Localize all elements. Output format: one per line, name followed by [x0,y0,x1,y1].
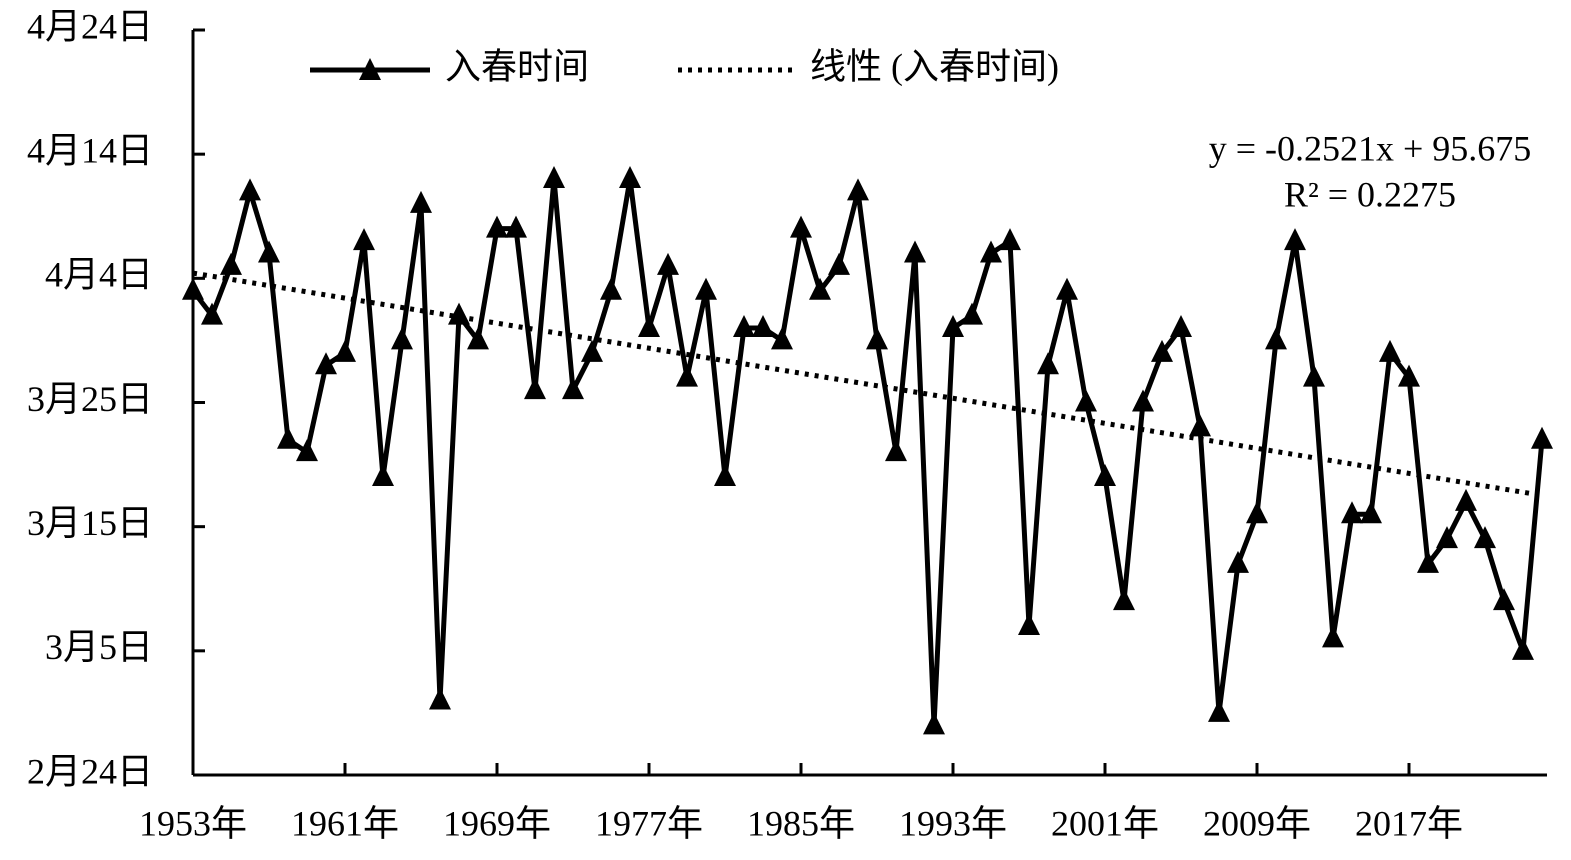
marker [1018,613,1040,635]
marker [182,277,204,300]
marker [809,277,831,300]
marker [638,315,660,337]
marker [1113,588,1135,611]
x-tick-label: 2009年 [1203,803,1311,843]
y-tick-label: 4月14日 [27,130,153,170]
marker [1303,364,1325,387]
marker [714,464,736,486]
marker [391,327,413,350]
marker [1170,315,1192,337]
marker [201,302,223,325]
x-tick-label: 1961年 [291,803,399,843]
marker [1075,389,1097,412]
marker [1493,588,1515,611]
y-tick-label: 3月15日 [27,503,153,543]
marker [1265,327,1287,350]
marker [961,302,983,325]
marker [1436,526,1458,549]
marker [1094,464,1116,486]
marker [1322,625,1344,648]
marker [942,315,964,337]
marker [1037,352,1059,375]
marker [1341,501,1363,524]
marker [676,364,698,387]
marker [980,240,1002,263]
y-tick-label: 4月24日 [27,6,153,46]
x-tick-label: 1969年 [443,803,551,843]
x-tick-label: 2001年 [1051,803,1159,843]
marker [334,339,356,362]
marker [315,352,337,375]
legend-label: 入春时间 [445,46,589,86]
marker [752,315,774,337]
x-tick-label: 1953年 [139,803,247,843]
marker [410,190,432,213]
marker [581,339,603,362]
trendline [192,270,1543,498]
marker [1360,501,1382,524]
marker [258,240,280,263]
marker [1398,364,1420,387]
marker [372,464,394,486]
marker [220,252,242,275]
r-squared: R² = 0.2275 [1284,174,1456,214]
marker [296,439,318,462]
marker [847,178,869,201]
marker [828,252,850,275]
marker [695,277,717,300]
marker [1417,550,1439,573]
marker [1455,488,1477,511]
marker [1284,228,1306,251]
marker [619,166,641,188]
marker [771,327,793,350]
x-tick-label: 2017年 [1355,803,1463,843]
marker [429,687,451,710]
marker [239,178,261,201]
marker [1227,550,1249,573]
marker [923,712,945,735]
x-tick-label: 1985年 [747,803,855,843]
y-tick-label: 3月25日 [27,379,153,419]
marker [866,327,888,350]
marker [1189,414,1211,437]
marker [904,240,926,263]
marker [562,377,584,400]
marker [486,215,508,238]
marker [1531,426,1553,449]
marker [1132,389,1154,412]
legend-marker [359,58,381,80]
marker [543,166,565,188]
y-tick-label: 4月4日 [45,255,153,295]
marker [657,252,679,275]
series-line [191,178,1545,726]
marker [1379,339,1401,362]
marker [353,228,375,251]
marker [448,302,470,325]
x-tick-label: 1977年 [595,803,703,843]
marker [733,315,755,337]
y-tick-label: 3月5日 [45,627,153,667]
marker [505,215,527,238]
marker [277,426,299,449]
legend-label: 线性 (入春时间) [810,46,1059,86]
marker [999,228,1021,251]
x-tick-label: 1993年 [899,803,1007,843]
marker [524,377,546,400]
marker [790,215,812,238]
y-tick-label: 2月24日 [27,751,153,791]
marker [885,439,907,462]
marker [1474,526,1496,549]
marker [467,327,489,350]
marker [1208,699,1230,722]
marker [1512,637,1534,660]
marker [1151,339,1173,362]
marker [1246,501,1268,524]
marker [1056,277,1078,300]
equation: y = -0.2521x + 95.675 [1209,128,1532,168]
marker [600,277,622,300]
